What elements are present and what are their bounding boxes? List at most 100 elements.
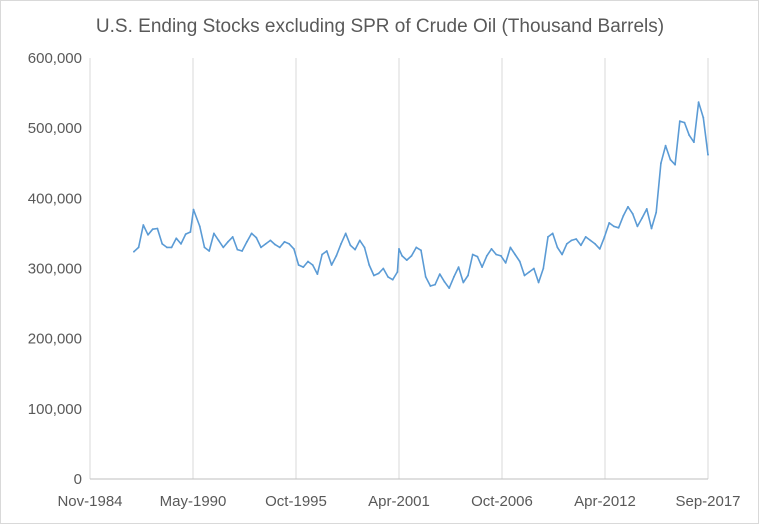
data-point (462, 281, 465, 284)
data-point (213, 232, 215, 235)
data-point (537, 281, 540, 284)
x-tick-label: Apr-2001 (368, 493, 430, 510)
data-point (584, 236, 587, 238)
x-tick-label: May-1990 (160, 493, 227, 510)
series-layer (133, 101, 709, 289)
data-point (156, 227, 159, 230)
data-point (297, 264, 300, 266)
data-point (613, 225, 615, 228)
data-point (133, 250, 135, 253)
data-point (198, 225, 201, 228)
data-point (678, 120, 681, 123)
data-point (302, 266, 305, 268)
data-point (335, 255, 338, 257)
data-point (453, 276, 455, 278)
data-point (175, 237, 178, 240)
data-point (608, 222, 611, 224)
data-point (565, 243, 568, 245)
data-point (467, 274, 469, 277)
data-point (321, 253, 323, 256)
data-point (655, 211, 658, 214)
data-point (161, 243, 164, 245)
y-tick-label: 600,000 (28, 50, 82, 67)
data-point (650, 227, 653, 230)
chart-title: U.S. Ending Stocks excluding SPR of Crud… (96, 16, 664, 37)
data-point (278, 246, 281, 249)
data-point (702, 116, 705, 119)
data-point (471, 253, 474, 256)
data-point (316, 273, 319, 275)
data-point (398, 248, 400, 250)
data-point (533, 267, 535, 270)
data-point (688, 134, 691, 137)
data-point (636, 225, 639, 228)
x-tick-label: Apr-2012 (574, 493, 636, 510)
data-point (401, 255, 403, 257)
gridlines (89, 58, 709, 479)
data-point (260, 246, 262, 249)
data-point (448, 287, 451, 289)
data-point (283, 240, 286, 243)
data-point (405, 259, 408, 261)
data-point (514, 253, 516, 256)
data-point (147, 233, 149, 236)
data-point (358, 239, 361, 242)
data-point (481, 266, 483, 268)
data-point (137, 246, 140, 249)
data-point (617, 226, 620, 229)
data-point (429, 285, 432, 287)
y-tick-label: 200,000 (28, 331, 82, 348)
data-point (203, 246, 206, 249)
data-point (664, 144, 667, 147)
data-point (674, 163, 676, 166)
data-point (594, 243, 596, 245)
data-point (349, 244, 352, 247)
data-point (208, 250, 211, 252)
data-point (500, 255, 502, 257)
data-point (570, 239, 573, 242)
data-point (707, 153, 709, 156)
data-point (476, 255, 479, 258)
data-point (387, 276, 389, 278)
data-point (697, 101, 700, 104)
data-point (556, 246, 559, 249)
data-point (575, 238, 578, 240)
data-point (391, 278, 394, 281)
data-point (344, 232, 347, 235)
data-point (598, 248, 601, 250)
data-point (166, 246, 168, 249)
data-point (288, 243, 291, 245)
data-point (495, 253, 498, 256)
data-point (561, 253, 563, 256)
data-point (293, 248, 295, 250)
data-point (250, 232, 253, 235)
data-point (236, 248, 239, 251)
series-points (133, 101, 709, 289)
data-point (523, 274, 526, 277)
x-axis-tick-labels: Nov-1984 May-1990 Oct-1995 Apr-2001 Oct-2006… (57, 493, 740, 510)
data-point (241, 250, 244, 252)
data-point (264, 243, 267, 245)
data-point (373, 274, 375, 277)
data-point (443, 280, 446, 283)
data-point (354, 248, 356, 251)
data-point (255, 236, 258, 239)
data-point (490, 248, 493, 250)
data-point (340, 243, 342, 245)
data-point (645, 208, 648, 210)
data-point (307, 260, 309, 263)
data-point (311, 264, 314, 266)
data-point (368, 264, 371, 266)
data-point (518, 260, 521, 263)
data-point (542, 267, 545, 270)
y-tick-label: 100,000 (28, 401, 82, 418)
data-point (231, 236, 234, 238)
data-point (184, 233, 187, 236)
data-point (363, 246, 366, 249)
data-point (227, 240, 229, 243)
data-point (660, 162, 662, 165)
data-point (415, 246, 418, 249)
data-point (269, 239, 272, 242)
data-point (589, 239, 592, 242)
